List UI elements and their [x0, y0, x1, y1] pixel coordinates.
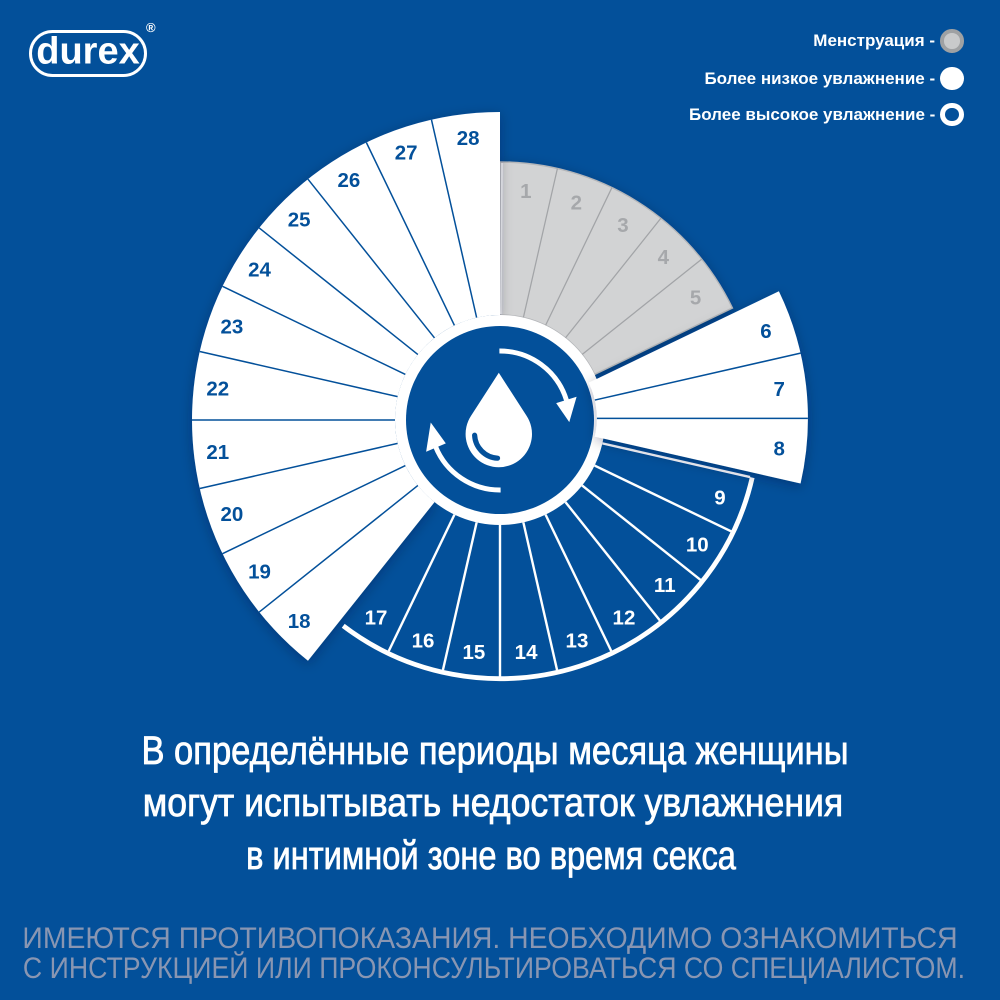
svg-text:4: 4: [658, 246, 670, 269]
svg-text:8: 8: [774, 437, 785, 460]
svg-text:14: 14: [515, 641, 538, 664]
svg-text:11: 11: [654, 574, 676, 597]
svg-text:10: 10: [686, 533, 709, 556]
svg-text:15: 15: [463, 641, 486, 664]
svg-text:7: 7: [774, 378, 785, 401]
svg-text:5: 5: [690, 286, 701, 309]
svg-text:24: 24: [248, 258, 271, 281]
svg-text:6: 6: [760, 320, 771, 343]
svg-text:12: 12: [613, 607, 636, 630]
svg-text:1: 1: [520, 180, 531, 203]
svg-text:19: 19: [248, 560, 271, 583]
svg-text:21: 21: [206, 441, 229, 464]
svg-text:18: 18: [288, 610, 311, 633]
svg-text:25: 25: [288, 209, 311, 232]
svg-text:20: 20: [221, 503, 244, 526]
svg-text:9: 9: [714, 486, 725, 509]
svg-text:22: 22: [206, 378, 229, 401]
svg-text:16: 16: [412, 629, 435, 652]
svg-text:2: 2: [571, 191, 582, 214]
svg-text:13: 13: [566, 629, 589, 652]
svg-text:26: 26: [337, 169, 360, 192]
svg-text:23: 23: [221, 316, 244, 339]
svg-text:27: 27: [395, 141, 418, 164]
svg-text:3: 3: [617, 214, 628, 237]
svg-text:28: 28: [457, 127, 480, 150]
svg-text:17: 17: [365, 607, 388, 630]
